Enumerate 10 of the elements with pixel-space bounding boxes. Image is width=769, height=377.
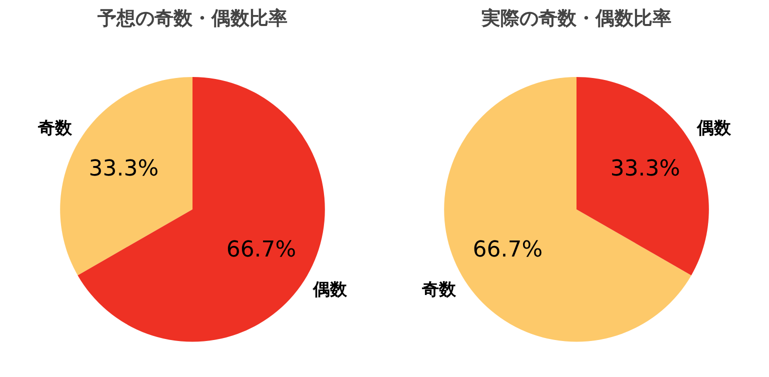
data-label: 66.7%: [226, 237, 296, 262]
slice-label: 偶数: [312, 280, 348, 300]
data-label: 33.3%: [610, 156, 680, 182]
slice-label: 奇数: [36, 118, 73, 139]
slice-label: 偶数: [696, 118, 732, 139]
data-label: 66.7%: [472, 237, 543, 262]
slice-label: 奇数: [420, 280, 457, 300]
data-label: 33.3%: [88, 156, 159, 182]
chart-title: 予想の奇数・偶数比率: [96, 8, 288, 30]
chart-title: 実際の奇数・偶数比率: [480, 8, 672, 30]
